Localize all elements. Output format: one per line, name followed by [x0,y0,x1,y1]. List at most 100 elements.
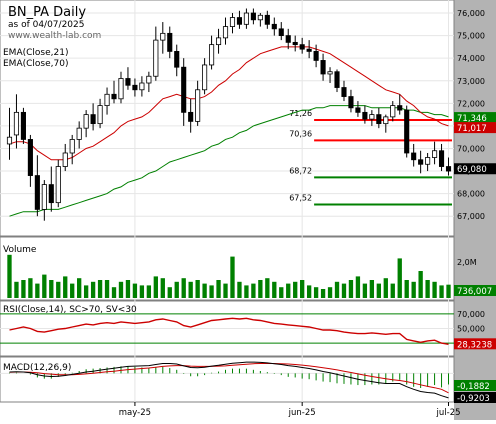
chart-date: as of 04/07/2025 [8,20,84,30]
candle-body [236,17,243,25]
volume-bar [362,283,368,298]
date-axis: may-25 jun-25 jul-25 [119,402,461,418]
volume-bar [258,280,263,298]
candle-body [445,166,452,172]
volume-bar [223,283,228,298]
last-value-label: 69,080 [457,165,487,175]
ema-slow-line [9,105,449,217]
candle-body [341,87,347,97]
volume-bar [369,280,375,298]
volume-bar [390,283,395,298]
volume-bar [118,281,124,298]
rsi-title: RSI(Close,14), SC>70, SV<30 [3,305,137,315]
candle-body [222,26,229,39]
volume-bar [300,280,305,298]
volume-last-box [454,285,496,296]
candle-body [215,37,222,46]
candle-body [34,175,40,210]
candle-body [139,82,145,91]
volume-bar [97,280,103,298]
volume-last-label: 736,007 [457,287,492,297]
watermark: www.wealth-lab.com [8,31,101,41]
volume-bar [181,278,186,298]
price-tick-label: 70,000 [457,144,485,153]
volume-tick-label: 2,0M [457,258,477,267]
volume-bar [397,258,402,298]
candle-body [118,78,124,100]
candle-body [209,44,215,66]
volume-bar [83,285,89,298]
volume-bar [327,287,333,298]
volume-bar [341,283,347,298]
candle-body [62,152,68,167]
candle-body [306,48,312,52]
macd-panel [0,356,455,403]
candle-body [69,139,75,154]
volume-bar [7,254,12,298]
candle-body [20,111,26,140]
volume-bar [439,285,444,298]
macd-hist-last-box [454,380,496,391]
volume-panel [0,236,455,301]
volume-bar [446,284,451,298]
ema-fast-line [9,46,449,161]
candle-body [257,14,263,21]
candle-body [160,32,166,41]
last-value-label: 71,017 [457,124,487,134]
volume-bar [251,283,256,298]
macd-last-label: -0,9203 [457,394,490,404]
candle-body [174,51,180,68]
macd-last-box [454,392,496,403]
candle-body [90,114,96,125]
volume-bar [376,283,381,298]
candle-body [418,159,424,165]
candle-body [411,152,417,161]
macd-line [9,361,449,399]
volume-bar [111,287,117,298]
last-value-box [454,122,496,134]
volume-bar [320,289,326,298]
macd-series: -0,1882 -0,9203 [0,361,496,404]
ema-slow-label: EMA(Close,70) [3,59,68,69]
price-tick-label: 72,000 [457,99,485,108]
candle-body [132,84,138,91]
candle-body [348,96,354,109]
candle-body [313,51,319,61]
volume-bar [237,281,242,298]
volume-bar [174,281,179,298]
volume-bar [14,281,19,298]
volume-bar [244,285,249,298]
volume-bar [404,280,409,298]
volume-bar [411,281,416,298]
volume-bar [56,281,61,298]
candle-body [83,114,89,129]
volume-bar [348,280,354,298]
rsi-last-label: 28,3238 [457,340,492,350]
candle-body [285,35,291,43]
rsi-last-box [454,338,496,350]
candle-body [383,116,389,125]
volume-bar [355,276,361,298]
candle-body [104,93,110,106]
volume-bar [230,256,235,298]
candle-body [271,23,277,30]
volume-bar [432,281,437,298]
candle-body [327,71,333,75]
volume-bar [265,278,270,298]
volume-bar [132,283,138,298]
last-value-box [454,112,496,124]
candle-body [76,127,82,140]
candle-body [97,105,103,125]
candle-body [320,60,326,75]
macd-hist-last-label: -0,1882 [457,382,490,392]
volume-bar [146,285,152,298]
volume-bar [70,283,75,298]
candle-body [13,111,20,136]
volume-bar [188,281,193,298]
candle-body [243,12,249,25]
volume-bar [286,283,291,298]
candle-body [438,150,445,167]
price-tick-label: 75,000 [457,32,485,41]
candle-body [264,14,270,25]
rsi-tick-label: 50,000 [457,325,485,334]
